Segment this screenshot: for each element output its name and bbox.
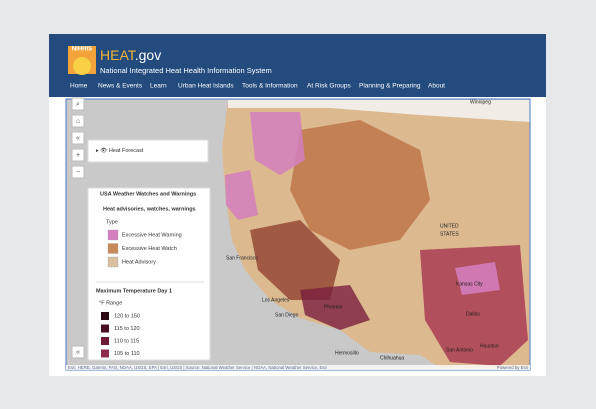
legend-label: 105 to 110 [114, 351, 140, 357]
nav-link[interactable]: Learn [150, 83, 167, 90]
title-suffix: .gov [135, 47, 161, 63]
place-label: San Francisco [226, 255, 258, 261]
heat-region [290, 120, 430, 250]
layer-panel[interactable] [87, 139, 209, 163]
site-subtitle: National Integrated Heat Health Informat… [100, 66, 272, 75]
site-title[interactable]: HEAT.gov [100, 47, 161, 63]
nav-link[interactable]: Urban Heat Islands [178, 83, 234, 90]
legend-label: Heat Advisory [122, 259, 156, 265]
warning-area [250, 112, 305, 175]
nav-link[interactable]: Tools & Information [242, 83, 298, 90]
logo-sun [73, 57, 91, 75]
place-label: Dallas [466, 311, 480, 317]
tool-button[interactable] [71, 114, 85, 128]
legend-swatch [101, 349, 109, 358]
legend-label: Excessive Heat Warning [122, 232, 182, 238]
tool-icon: ⌂ [76, 118, 80, 125]
heat-region [250, 220, 340, 300]
place-label: Los Angeles [262, 297, 290, 303]
legend-field: °F Range [99, 300, 122, 306]
place-label: Chihuahua [380, 355, 404, 361]
place-label: San Antonio [446, 347, 473, 353]
attribution-bar [66, 365, 530, 370]
legend-items: Excessive Heat Warning Excessive Heat Wat… [101, 229, 182, 358]
legend-swatch [107, 229, 119, 241]
title-main: HEAT [100, 47, 137, 63]
tool-button[interactable] [71, 165, 85, 179]
place-label: Phoenix [324, 304, 343, 310]
legend-label: 115 to 120 [114, 326, 140, 332]
heat-region [300, 285, 370, 330]
legend-label: Excessive Heat Watch [122, 246, 177, 252]
canada [228, 100, 530, 122]
heat-region [420, 245, 528, 366]
attribution: Esri, HERE, Garmin, FAO, NOAA, USGS, EPA… [68, 365, 327, 370]
nav-bar: Home News & Events Learn Urban Heat Islands… [70, 83, 445, 90]
tool-icon: « [76, 349, 80, 356]
header [49, 34, 546, 97]
nav-link[interactable]: Home [70, 83, 88, 90]
place-labels: Winnipeg UNITED STATES Kansas City Dallas Hou… [226, 99, 499, 361]
map: ⌕ ⌂ « + − « ▸ 👁 Heat Forecast USA Weather Wat… [65, 97, 531, 371]
legend-swatch [101, 324, 109, 333]
nav-link[interactable]: About [428, 83, 445, 90]
legend-swatch [107, 243, 119, 254]
legend-label: 110 to 115 [114, 338, 139, 344]
warning-area [225, 170, 258, 220]
map-toolbar: ⌕ ⌂ « + − « [71, 97, 85, 359]
nav-link[interactable]: At Risk Groups [307, 83, 351, 90]
legend-swatch [101, 337, 109, 345]
layer-icon: ▸ 👁 [96, 147, 109, 154]
tool-button[interactable] [71, 148, 85, 162]
place-label: Houston [480, 343, 499, 349]
legend-swatch [107, 256, 119, 268]
legend-swatch [101, 312, 109, 320]
tool-button[interactable] [71, 97, 85, 111]
legend-group: Maximum Temperature Day 1 [96, 288, 172, 294]
warning-area [455, 262, 500, 295]
legend-panel [87, 187, 211, 361]
tool-icon: − [76, 169, 80, 176]
tool-button[interactable] [71, 131, 85, 145]
nav-link[interactable]: Planning & Preparing [359, 83, 421, 90]
layer-title: Heat Forecast [109, 148, 144, 154]
legend-label: 120 to 150 [114, 313, 140, 319]
tool-icon: + [76, 152, 80, 159]
powered-by: Powered by Esri [497, 365, 528, 370]
nav-link[interactable]: News & Events [98, 83, 143, 90]
collapse-button[interactable] [71, 345, 85, 359]
place-label: UNITED [440, 223, 459, 229]
place-label: STATES [440, 231, 459, 237]
layer-name[interactable]: ▸ 👁 Heat Forecast [96, 147, 144, 154]
place-label: Winnipeg [470, 99, 491, 105]
legend-title: USA Weather Watches and Warnings [100, 191, 196, 197]
place-label: Kansas City [456, 281, 483, 287]
place-label: Hermosillo [335, 350, 359, 356]
tool-icon: « [76, 135, 80, 142]
place-label: San Diego [275, 312, 299, 318]
legend-group: Heat advisories, watches, warnings [103, 206, 196, 212]
logo-text: NIHHIS [72, 47, 92, 53]
tool-icon: ⌕ [76, 101, 80, 108]
legend-field: Type [106, 219, 118, 225]
